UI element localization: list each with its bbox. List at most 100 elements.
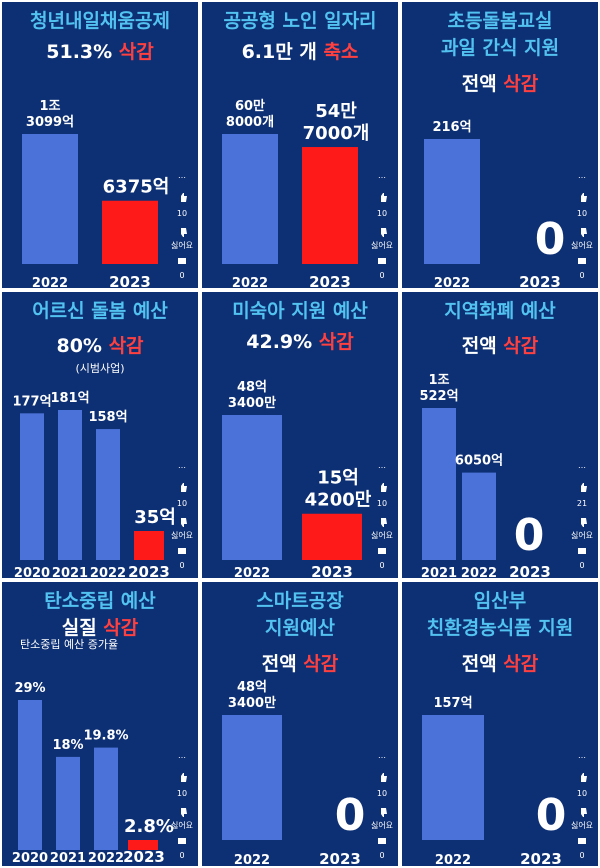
like-count: 10	[377, 209, 387, 218]
chart-title: 탄소중립 예산	[44, 590, 156, 612]
dislike-label: 싫어요	[571, 240, 593, 250]
chart-panel: 초등돌봄교실 과일 간식 지원 전액 삭감 216억 2022 0 2023 … 10 싫어요 0	[402, 2, 598, 288]
chart-title: 공공형 노인 일자리	[223, 10, 376, 32]
chart-title: 임산부	[474, 590, 526, 612]
chart-subtitle: 실질 삭감	[62, 617, 139, 639]
dislike-label: 싫어요	[371, 240, 393, 250]
bar	[18, 700, 42, 850]
data-label: 158억	[88, 410, 127, 425]
x-tick-label: 2023	[311, 563, 353, 578]
chart-subtitle: 6.1만 개 축소	[242, 41, 359, 63]
chart-title: 스마트공장	[256, 590, 344, 612]
dislike-label: 싫어요	[571, 820, 593, 830]
data-label: 4200만	[305, 490, 372, 511]
data-label: 15억	[317, 468, 359, 489]
more-icon: …	[578, 171, 586, 180]
thumbs-up-icon	[178, 773, 187, 782]
bar	[462, 472, 496, 560]
more-icon: …	[378, 461, 386, 470]
like-count: 10	[177, 789, 187, 798]
comment-count: 0	[579, 271, 584, 280]
x-tick-label: 2022	[234, 566, 270, 578]
dislike-label: 싫어요	[371, 820, 393, 830]
thumbs-down-icon	[378, 518, 387, 527]
like-count: 10	[177, 499, 187, 508]
like-count: 10	[377, 789, 387, 798]
chart-title: 미숙아 지원 예산	[232, 300, 368, 322]
x-tick-label: 2022	[232, 276, 268, 288]
chart-title: 지원예산	[265, 617, 335, 639]
x-tick-label: 2023	[109, 273, 151, 288]
bar	[422, 715, 484, 840]
x-tick-label: 2023	[319, 850, 361, 866]
thumbs-down-icon	[578, 228, 587, 237]
like-count: 21	[577, 499, 587, 508]
bar	[22, 134, 78, 264]
chart-panel: 공공형 노인 일자리 6.1만 개 축소 60만 8000개 2022 54만 7000개 2…	[202, 2, 398, 288]
x-tick-label: 2022	[90, 566, 126, 578]
data-label: 60만	[235, 98, 265, 114]
x-tick-label: 2020	[14, 566, 50, 578]
data-label: 6050억	[455, 454, 503, 469]
x-tick-label: 2021	[421, 566, 457, 578]
chart-subtitle: 전액 삭감	[262, 653, 339, 675]
data-label: 522억	[419, 389, 458, 404]
x-tick-label: 2022	[32, 276, 68, 288]
dislike-label: 싫어요	[171, 530, 193, 540]
bar	[58, 410, 82, 560]
chart-panel: 지역화폐 예산 전액 삭감 1조 522억 2021 6050억 2022 0 2023 … 21 싫…	[402, 292, 598, 578]
chart-subtitle: 42.9% 삭감	[246, 331, 354, 353]
chart-note: (시범사업)	[75, 362, 124, 375]
bar	[102, 200, 158, 264]
data-label: 0	[514, 510, 545, 561]
bar	[222, 715, 282, 840]
dislike-label: 싫어요	[171, 240, 193, 250]
chart-subtitle: 80% 삭감	[56, 335, 144, 357]
x-tick-label: 2023	[128, 563, 170, 578]
data-label: 157억	[433, 696, 472, 711]
bar	[222, 415, 282, 560]
like-count: 10	[577, 209, 587, 218]
chart-panel: 어르신 돌봄 예산 80% 삭감 (시범사업) 177억 2020 181억 2021 158…	[2, 292, 198, 578]
data-label: 181억	[50, 391, 89, 406]
chart-title: 청년내일채움공제	[30, 10, 170, 32]
comment-icon	[378, 548, 386, 554]
data-label: 18%	[52, 738, 83, 753]
data-label: 6375억	[103, 177, 170, 198]
thumbs-up-icon	[378, 483, 387, 492]
bar	[424, 139, 480, 264]
bar	[20, 413, 44, 560]
x-tick-label: 2022	[88, 851, 124, 866]
more-icon: …	[378, 751, 386, 760]
comment-count: 0	[179, 851, 184, 860]
chart-subtitle: 전액 삭감	[462, 653, 539, 675]
like-count: 10	[577, 789, 587, 798]
dislike-label: 싫어요	[171, 820, 193, 830]
dislike-label: 싫어요	[571, 530, 593, 540]
bar	[302, 513, 362, 560]
data-label: 216억	[432, 120, 471, 135]
more-icon: …	[378, 171, 386, 180]
x-tick-label: 2023	[123, 848, 165, 866]
x-tick-label: 2023	[309, 273, 351, 288]
comment-icon	[178, 548, 186, 554]
data-label: 3400만	[228, 395, 276, 411]
data-label: 2.8%	[124, 816, 174, 837]
dislike-label: 싫어요	[371, 530, 393, 540]
more-icon: …	[178, 171, 186, 180]
chart-panel: 미숙아 지원 예산 42.9% 삭감 48억 3400만 2022 15억 4200만 202…	[202, 292, 398, 578]
comment-icon	[578, 838, 586, 844]
x-tick-label: 2022	[435, 853, 471, 866]
thumbs-down-icon	[578, 518, 587, 527]
data-label: 1조	[428, 373, 449, 388]
x-tick-label: 2020	[12, 851, 48, 866]
thumbs-up-icon	[578, 483, 587, 492]
data-label: 3099억	[26, 115, 74, 130]
chart-title: 친환경농식품 지원	[427, 617, 573, 639]
x-tick-label: 2023	[509, 563, 551, 578]
